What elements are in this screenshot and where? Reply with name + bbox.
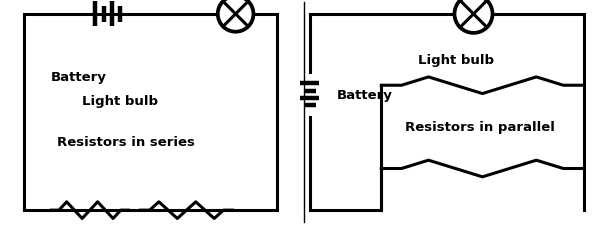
Text: Resistors in parallel: Resistors in parallel bbox=[404, 121, 554, 134]
Text: Battery: Battery bbox=[337, 88, 393, 101]
Circle shape bbox=[218, 0, 254, 33]
Text: Battery: Battery bbox=[51, 70, 107, 83]
Circle shape bbox=[454, 0, 492, 34]
Text: Light bulb: Light bulb bbox=[82, 94, 158, 107]
Text: Light bulb: Light bulb bbox=[418, 53, 494, 66]
Text: Resistors in series: Resistors in series bbox=[57, 136, 195, 148]
